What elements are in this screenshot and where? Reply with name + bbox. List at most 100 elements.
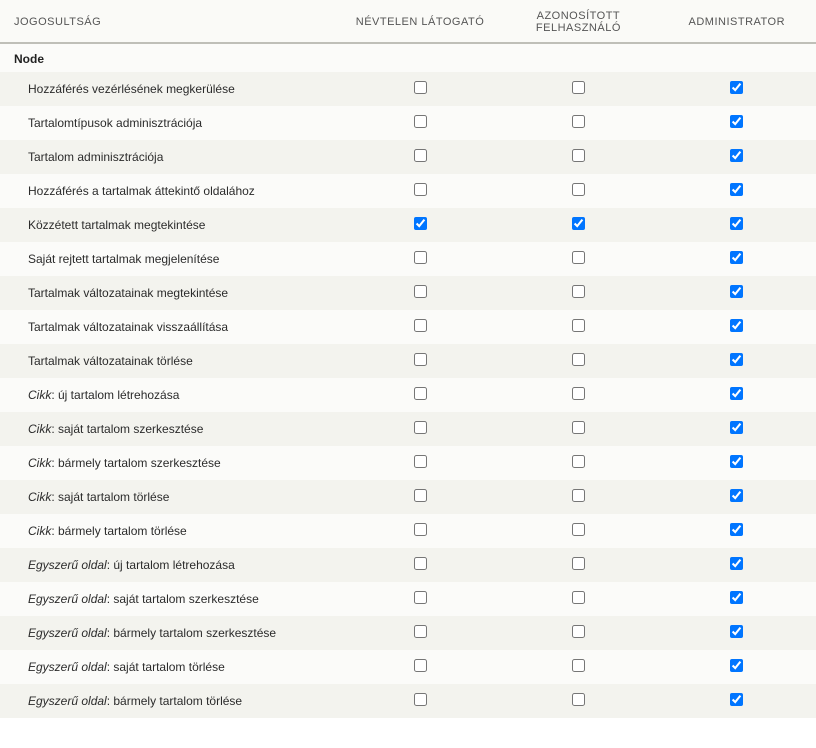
permission-checkbox-admin[interactable] [730,115,743,128]
checkbox-cell-admin [658,140,816,174]
permission-checkbox-admin[interactable] [730,557,743,570]
permission-checkbox-admin[interactable] [730,387,743,400]
permission-label: Saját rejtett tartalmak megjelenítése [0,242,341,276]
permission-checkbox-admin[interactable] [730,285,743,298]
permission-checkbox-auth[interactable] [572,183,585,196]
table-row: Hozzáférés a tartalmak áttekintő oldaláh… [0,174,816,208]
permission-checkbox-admin[interactable] [730,149,743,162]
permission-checkbox-admin[interactable] [730,353,743,366]
permission-checkbox-anon[interactable] [414,183,427,196]
checkbox-cell-anon [341,446,499,480]
checkbox-cell-anon [341,650,499,684]
permission-checkbox-auth[interactable] [572,489,585,502]
permission-checkbox-auth[interactable] [572,421,585,434]
permission-checkbox-auth[interactable] [572,285,585,298]
checkbox-cell-admin [658,412,816,446]
checkbox-cell-admin [658,684,816,718]
permission-prefix: Egyszerű oldal [28,694,107,708]
permission-text: : új tartalom létrehozása [107,558,235,572]
permission-checkbox-auth[interactable] [572,591,585,604]
checkbox-cell-auth [499,72,657,106]
table-row: Egyszerű oldal: saját tartalom szerkeszt… [0,582,816,616]
permission-prefix: Cikk [28,524,51,538]
permission-checkbox-auth[interactable] [572,251,585,264]
permission-checkbox-auth[interactable] [572,353,585,366]
checkbox-cell-auth [499,106,657,140]
permission-checkbox-anon[interactable] [414,217,427,230]
permission-checkbox-anon[interactable] [414,659,427,672]
permission-checkbox-admin[interactable] [730,625,743,638]
permission-checkbox-admin[interactable] [730,489,743,502]
checkbox-cell-auth [499,174,657,208]
permission-label: Cikk: bármely tartalom szerkesztése [0,446,341,480]
checkbox-cell-auth [499,650,657,684]
checkbox-cell-anon [341,242,499,276]
permission-checkbox-auth[interactable] [572,81,585,94]
permission-checkbox-anon[interactable] [414,285,427,298]
permission-checkbox-admin[interactable] [730,693,743,706]
table-row: Cikk: bármely tartalom szerkesztése [0,446,816,480]
permission-checkbox-admin[interactable] [730,659,743,672]
permission-checkbox-anon[interactable] [414,625,427,638]
permission-checkbox-anon[interactable] [414,251,427,264]
section-label: Node [0,43,816,72]
checkbox-cell-auth [499,582,657,616]
table-row: Cikk: új tartalom létrehozása [0,378,816,412]
permission-label: Tartalmak változatainak visszaállítása [0,310,341,344]
permission-checkbox-anon[interactable] [414,115,427,128]
permission-checkbox-anon[interactable] [414,693,427,706]
permission-checkbox-admin[interactable] [730,183,743,196]
permission-checkbox-anon[interactable] [414,489,427,502]
checkbox-cell-admin [658,378,816,412]
permission-checkbox-anon[interactable] [414,353,427,366]
checkbox-cell-auth [499,242,657,276]
permission-checkbox-auth[interactable] [572,455,585,468]
permission-checkbox-anon[interactable] [414,387,427,400]
checkbox-cell-anon [341,582,499,616]
permission-checkbox-auth[interactable] [572,659,585,672]
permission-checkbox-auth[interactable] [572,149,585,162]
table-row: Közzétett tartalmak megtekintése [0,208,816,242]
checkbox-cell-admin [658,582,816,616]
table-row: Tartalomtípusok adminisztrációja [0,106,816,140]
permission-checkbox-admin[interactable] [730,421,743,434]
permission-checkbox-admin[interactable] [730,81,743,94]
table-row: Tartalmak változatainak visszaállítása [0,310,816,344]
permission-checkbox-admin[interactable] [730,455,743,468]
checkbox-cell-anon [341,480,499,514]
permission-checkbox-anon[interactable] [414,149,427,162]
checkbox-cell-anon [341,310,499,344]
permission-checkbox-anon[interactable] [414,81,427,94]
permission-checkbox-auth[interactable] [572,693,585,706]
permission-checkbox-anon[interactable] [414,523,427,536]
permission-checkbox-admin[interactable] [730,591,743,604]
checkbox-cell-anon [341,684,499,718]
permission-checkbox-anon[interactable] [414,591,427,604]
checkbox-cell-auth [499,616,657,650]
permission-checkbox-anon[interactable] [414,557,427,570]
permission-checkbox-auth[interactable] [572,523,585,536]
permission-checkbox-auth[interactable] [572,557,585,570]
permission-checkbox-auth[interactable] [572,387,585,400]
permission-checkbox-admin[interactable] [730,523,743,536]
header-admin: ADMINISTRATOR [658,0,816,43]
permission-checkbox-admin[interactable] [730,319,743,332]
section-row: Node [0,43,816,72]
permission-checkbox-anon[interactable] [414,421,427,434]
permission-checkbox-auth[interactable] [572,625,585,638]
permission-text: : új tartalom létrehozása [51,388,179,402]
permission-checkbox-admin[interactable] [730,251,743,264]
permission-checkbox-auth[interactable] [572,319,585,332]
permission-checkbox-anon[interactable] [414,455,427,468]
permission-checkbox-anon[interactable] [414,319,427,332]
checkbox-cell-admin [658,242,816,276]
permission-checkbox-admin[interactable] [730,217,743,230]
permission-label: Tartalmak változatainak törlése [0,344,341,378]
permission-checkbox-auth[interactable] [572,115,585,128]
checkbox-cell-anon [341,106,499,140]
permission-prefix: Egyszerű oldal [28,592,107,606]
checkbox-cell-auth [499,548,657,582]
checkbox-cell-auth [499,208,657,242]
permission-checkbox-auth[interactable] [572,217,585,230]
checkbox-cell-anon [341,548,499,582]
